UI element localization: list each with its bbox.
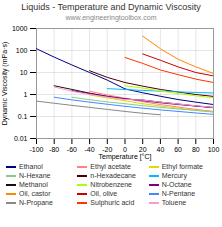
html-text:N-Propane: N-Propane	[19, 199, 53, 206]
html-text:Mercury: Mercury	[161, 172, 187, 179]
svg-text:-60: -60	[67, 146, 77, 153]
html-text:N-Octane: N-Octane	[161, 181, 192, 188]
html-text:Sulphuric acid: Sulphuric acid	[90, 199, 135, 206]
svg-text:100: 100	[16, 47, 28, 54]
svg-text:0.1: 0.1	[18, 113, 28, 120]
svg-text:0: 0	[123, 146, 127, 154]
html-text:Ethanol: Ethanol	[19, 163, 43, 170]
svg-text:-100: -100	[29, 146, 43, 153]
html-text:Oil, castor: Oil, castor	[19, 190, 51, 197]
svg-text:Dynamic Viscosity (mPa·s): Dynamic Viscosity (mPa·s)	[1, 42, 9, 126]
svg-text:60: 60	[174, 146, 182, 153]
svg-text:40: 40	[157, 146, 165, 153]
svg-text:1000: 1000	[12, 25, 28, 32]
svg-text:1: 1	[24, 91, 28, 98]
svg-text:0.01: 0.01	[14, 135, 28, 142]
html-text:Nitrobenzene: Nitrobenzene	[90, 181, 132, 188]
svg-text:Temperature [°C]: Temperature [°C]	[99, 153, 152, 161]
svg-text:100: 100	[208, 146, 220, 153]
svg-text:-80: -80	[49, 146, 59, 153]
html-text:www.engineeringtoolbox.com: www.engineeringtoolbox.com	[65, 14, 157, 21]
html-text:Ethyl acetate: Ethyl acetate	[90, 163, 131, 170]
html-text:Ethyl formate: Ethyl formate	[161, 163, 203, 170]
svg-text:80: 80	[192, 146, 200, 153]
svg-text:-20: -20	[102, 146, 113, 154]
html-text:Oil, olive: Oil, olive	[90, 190, 118, 197]
svg-text:-40: -40	[85, 146, 95, 153]
html-text:Liquids - Temperature and Dyna: Liquids - Temperature and Dynamic Viscos…	[21, 2, 201, 12]
html-text:N-Hexane: N-Hexane	[19, 172, 51, 179]
html-text:Methanol: Methanol	[19, 181, 48, 188]
html-text:N-Pentane: N-Pentane	[161, 190, 196, 197]
html-text:Toluene: Toluene	[161, 199, 187, 206]
html-text:n-Hexadecane: n-Hexadecane	[90, 172, 136, 179]
svg-text:10: 10	[20, 69, 28, 76]
svg-text:20: 20	[138, 146, 147, 154]
